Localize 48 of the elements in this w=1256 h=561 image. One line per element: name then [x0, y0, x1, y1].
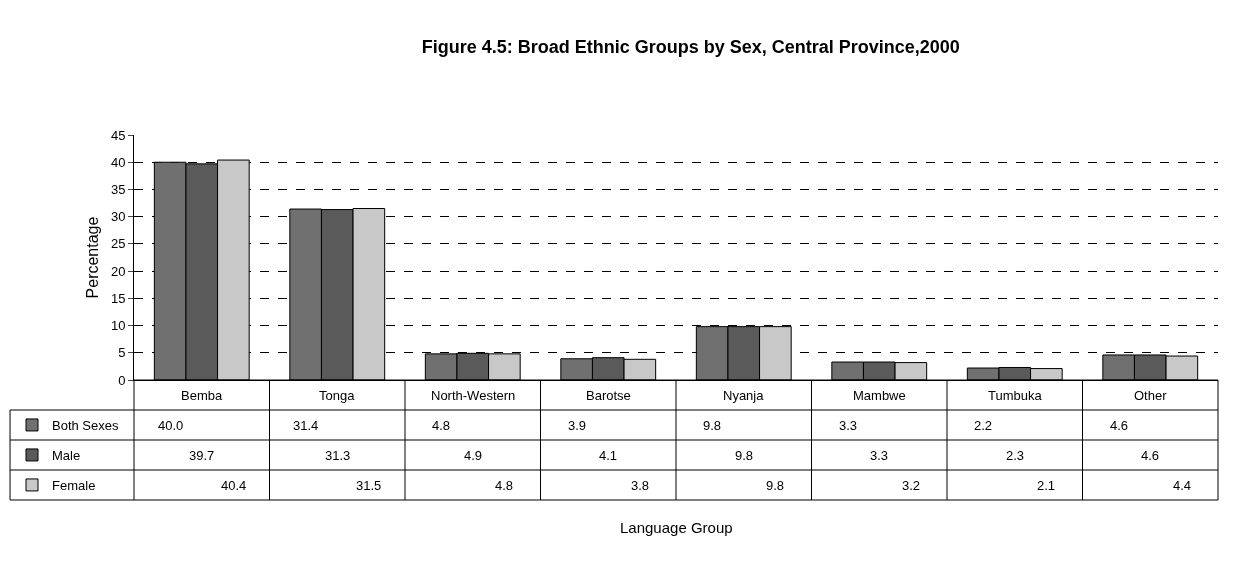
y-tick-label: 35: [110, 181, 126, 197]
y-tick-label: 5: [118, 345, 126, 361]
data-label: 3.8: [631, 478, 650, 493]
data-label: 39.7: [189, 448, 215, 463]
y-axis-title: Percentage: [83, 216, 101, 299]
data-label: 3.3: [870, 448, 889, 463]
x-tick-label: Other: [1134, 388, 1168, 403]
data-label: 9.8: [766, 478, 785, 493]
legend-label: Both Sexes: [52, 418, 119, 434]
data-label: 9.8: [703, 418, 722, 433]
data-label: 2.1: [1037, 478, 1056, 493]
x-tick-label: Bemba: [181, 388, 223, 403]
data-label: 4.9: [464, 448, 483, 463]
data-label: 4.8: [495, 478, 514, 493]
y-tick-label: 20: [110, 263, 126, 279]
legend-label: Male: [52, 448, 81, 464]
data-label: 4.1: [599, 448, 618, 463]
x-tick-label: Barotse: [586, 388, 631, 403]
data-label: 4.8: [432, 418, 451, 433]
data-label: 31.5: [356, 478, 382, 493]
chart-title: Figure 4.5: Broad Ethnic Groups by Sex, Central Province,2000: [421, 36, 960, 57]
y-tick-label: 15: [110, 290, 126, 306]
x-tick-label: Nyanja: [723, 388, 765, 403]
data-label: 31.4: [293, 418, 319, 433]
y-tick-label: 0: [118, 372, 126, 388]
data-label: 3.3: [839, 418, 858, 433]
data-label: 2.2: [974, 418, 993, 433]
x-tick-label: Tonga: [319, 388, 356, 403]
legend-label: Female: [52, 478, 96, 494]
text: Language Group: [620, 519, 733, 536]
data-label: 3.9: [568, 418, 587, 433]
y-tick-label: 10: [110, 318, 126, 334]
y-tick-label: 40: [110, 154, 126, 170]
data-label: 40.0: [158, 418, 184, 433]
data-label: 4.4: [1173, 478, 1192, 493]
data-label: 40.4: [221, 478, 247, 493]
data-label: 4.6: [1141, 448, 1160, 463]
x-tick-label: North-Western: [431, 388, 516, 403]
data-label: 2.3: [1006, 448, 1025, 463]
x-tick-label: Tumbuka: [988, 388, 1043, 403]
data-label: 3.2: [902, 478, 921, 493]
y-tick-label: 25: [110, 236, 126, 252]
y-tick-label: 45: [110, 127, 126, 143]
data-label: 4.6: [1110, 418, 1129, 433]
y-tick-label: 30: [110, 209, 126, 225]
data-label: 9.8: [735, 448, 754, 463]
x-tick-label: Mambwe: [853, 388, 906, 403]
data-label: 31.3: [325, 448, 351, 463]
